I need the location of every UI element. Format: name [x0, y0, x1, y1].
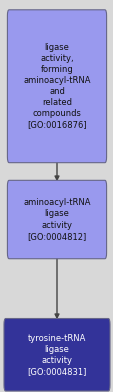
Text: tyrosine-tRNA
ligase
activity
[GO:0004831]: tyrosine-tRNA ligase activity [GO:000483…: [27, 334, 86, 376]
Text: aminoacyl-tRNA
ligase
activity
[GO:0004812]: aminoacyl-tRNA ligase activity [GO:00048…: [23, 198, 90, 241]
Text: ligase
activity,
forming
aminoacyl-tRNA
and
related
compounds
[GO:0016876]: ligase activity, forming aminoacyl-tRNA …: [23, 43, 90, 130]
FancyBboxPatch shape: [4, 318, 109, 391]
FancyBboxPatch shape: [7, 180, 106, 259]
FancyBboxPatch shape: [7, 10, 106, 163]
